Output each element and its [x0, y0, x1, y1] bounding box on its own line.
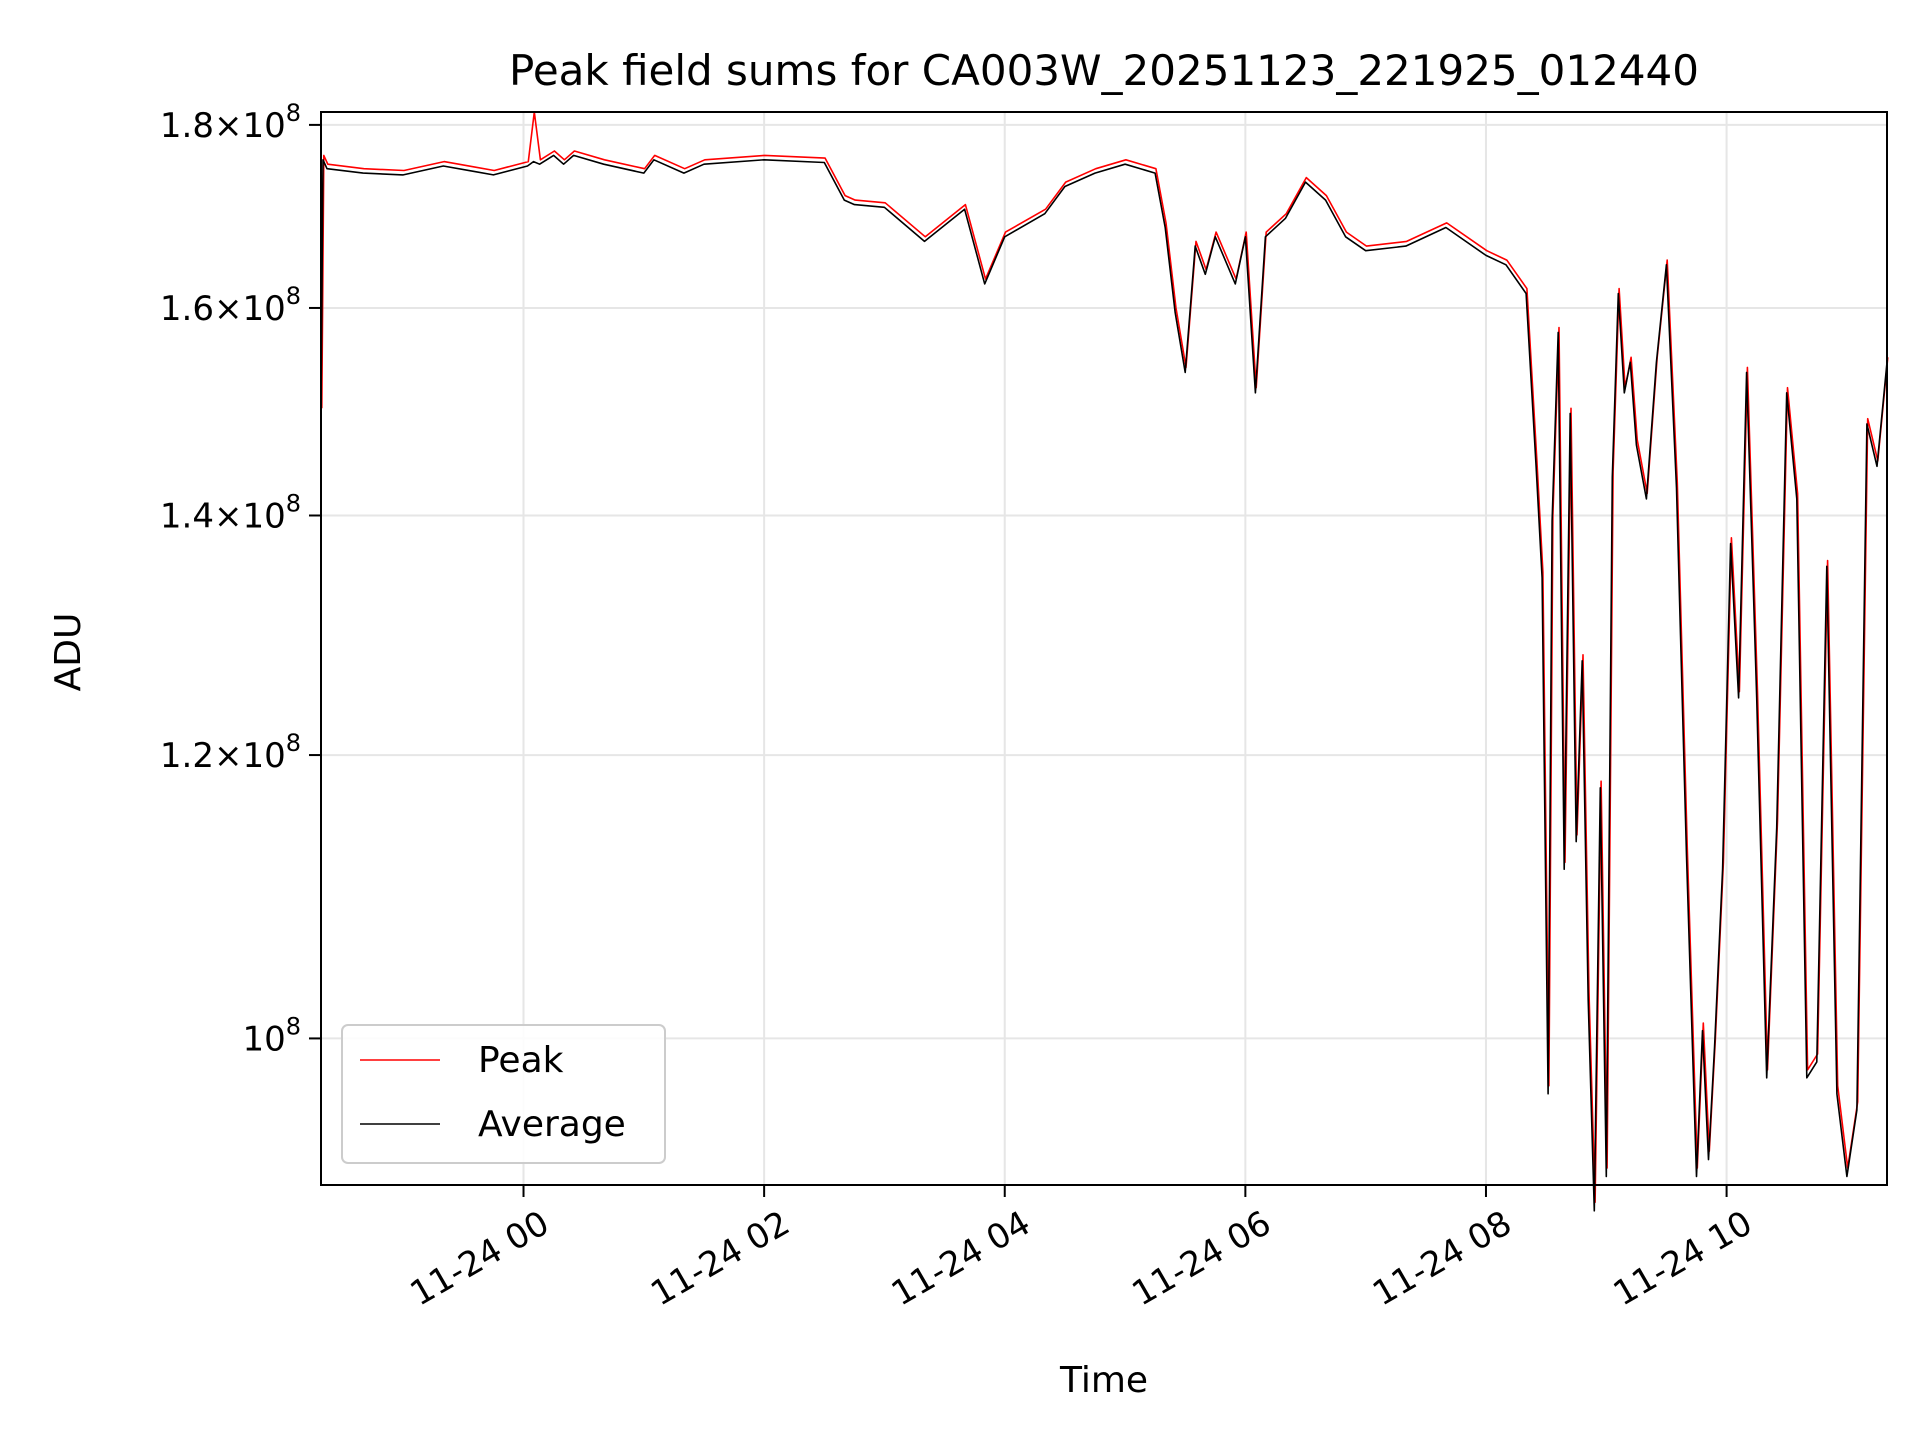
x-axis-ticks: 11-24 00 11-24 02 11-24 04 11-24 06 11-24 08…	[404, 1185, 1759, 1314]
y-tick-mantissa: 1.2	[160, 736, 214, 776]
y-tick-times: ×	[214, 289, 243, 329]
x-axis-label: Time	[1059, 1360, 1148, 1401]
x-tick-label: 11-24 10	[1607, 1203, 1759, 1314]
y-tick-base: 10	[242, 736, 285, 776]
y-tick-exponent: 8	[286, 729, 301, 757]
y-tick-label: 1.2×108	[160, 729, 301, 776]
y-tick-times: ×	[214, 106, 243, 146]
y-tick-times: ×	[214, 736, 243, 776]
y-tick-exponent: 8	[286, 99, 301, 127]
legend-label-average: Average	[478, 1104, 626, 1145]
x-tick-label: 11-24 00	[404, 1203, 556, 1314]
legend: Peak Average	[341, 1024, 666, 1164]
series-lines	[320, 111, 1889, 1212]
y-tick-mantissa: 1.8	[160, 106, 214, 146]
y-tick-label: 1.4×108	[160, 489, 301, 536]
y-tick-base: 10	[242, 1019, 285, 1059]
legend-label-peak: Peak	[478, 1040, 564, 1081]
x-tick-label: 11-24 08	[1366, 1203, 1518, 1314]
chart-title: Peak field sums for CA003W_20251123_2219…	[509, 46, 1699, 95]
y-tick-label: 1.8×108	[160, 99, 301, 146]
y-axis-label: ADU	[48, 613, 89, 692]
y-tick-times: ×	[214, 496, 243, 536]
y-tick-mantissa: 1.6	[160, 289, 214, 329]
x-tick-label: 11-24 06	[1125, 1203, 1277, 1314]
x-tick-label: 11-24 04	[885, 1203, 1037, 1314]
y-tick-base: 10	[242, 496, 285, 536]
plot-frame	[320, 111, 1888, 1186]
series-line-average	[320, 154, 1888, 1212]
y-tick-base: 10	[242, 289, 285, 329]
x-tick-label: 11-24 02	[644, 1203, 796, 1314]
y-tick-base: 10	[242, 106, 285, 146]
y-tick-exponent: 8	[286, 489, 301, 517]
y-tick-exponent: 8	[286, 1012, 301, 1040]
y-tick-exponent: 8	[286, 282, 301, 310]
y-tick-label: 108	[242, 1012, 301, 1059]
y-tick-label: 1.6×108	[160, 282, 301, 329]
y-tick-mantissa: 1.4	[160, 496, 214, 536]
